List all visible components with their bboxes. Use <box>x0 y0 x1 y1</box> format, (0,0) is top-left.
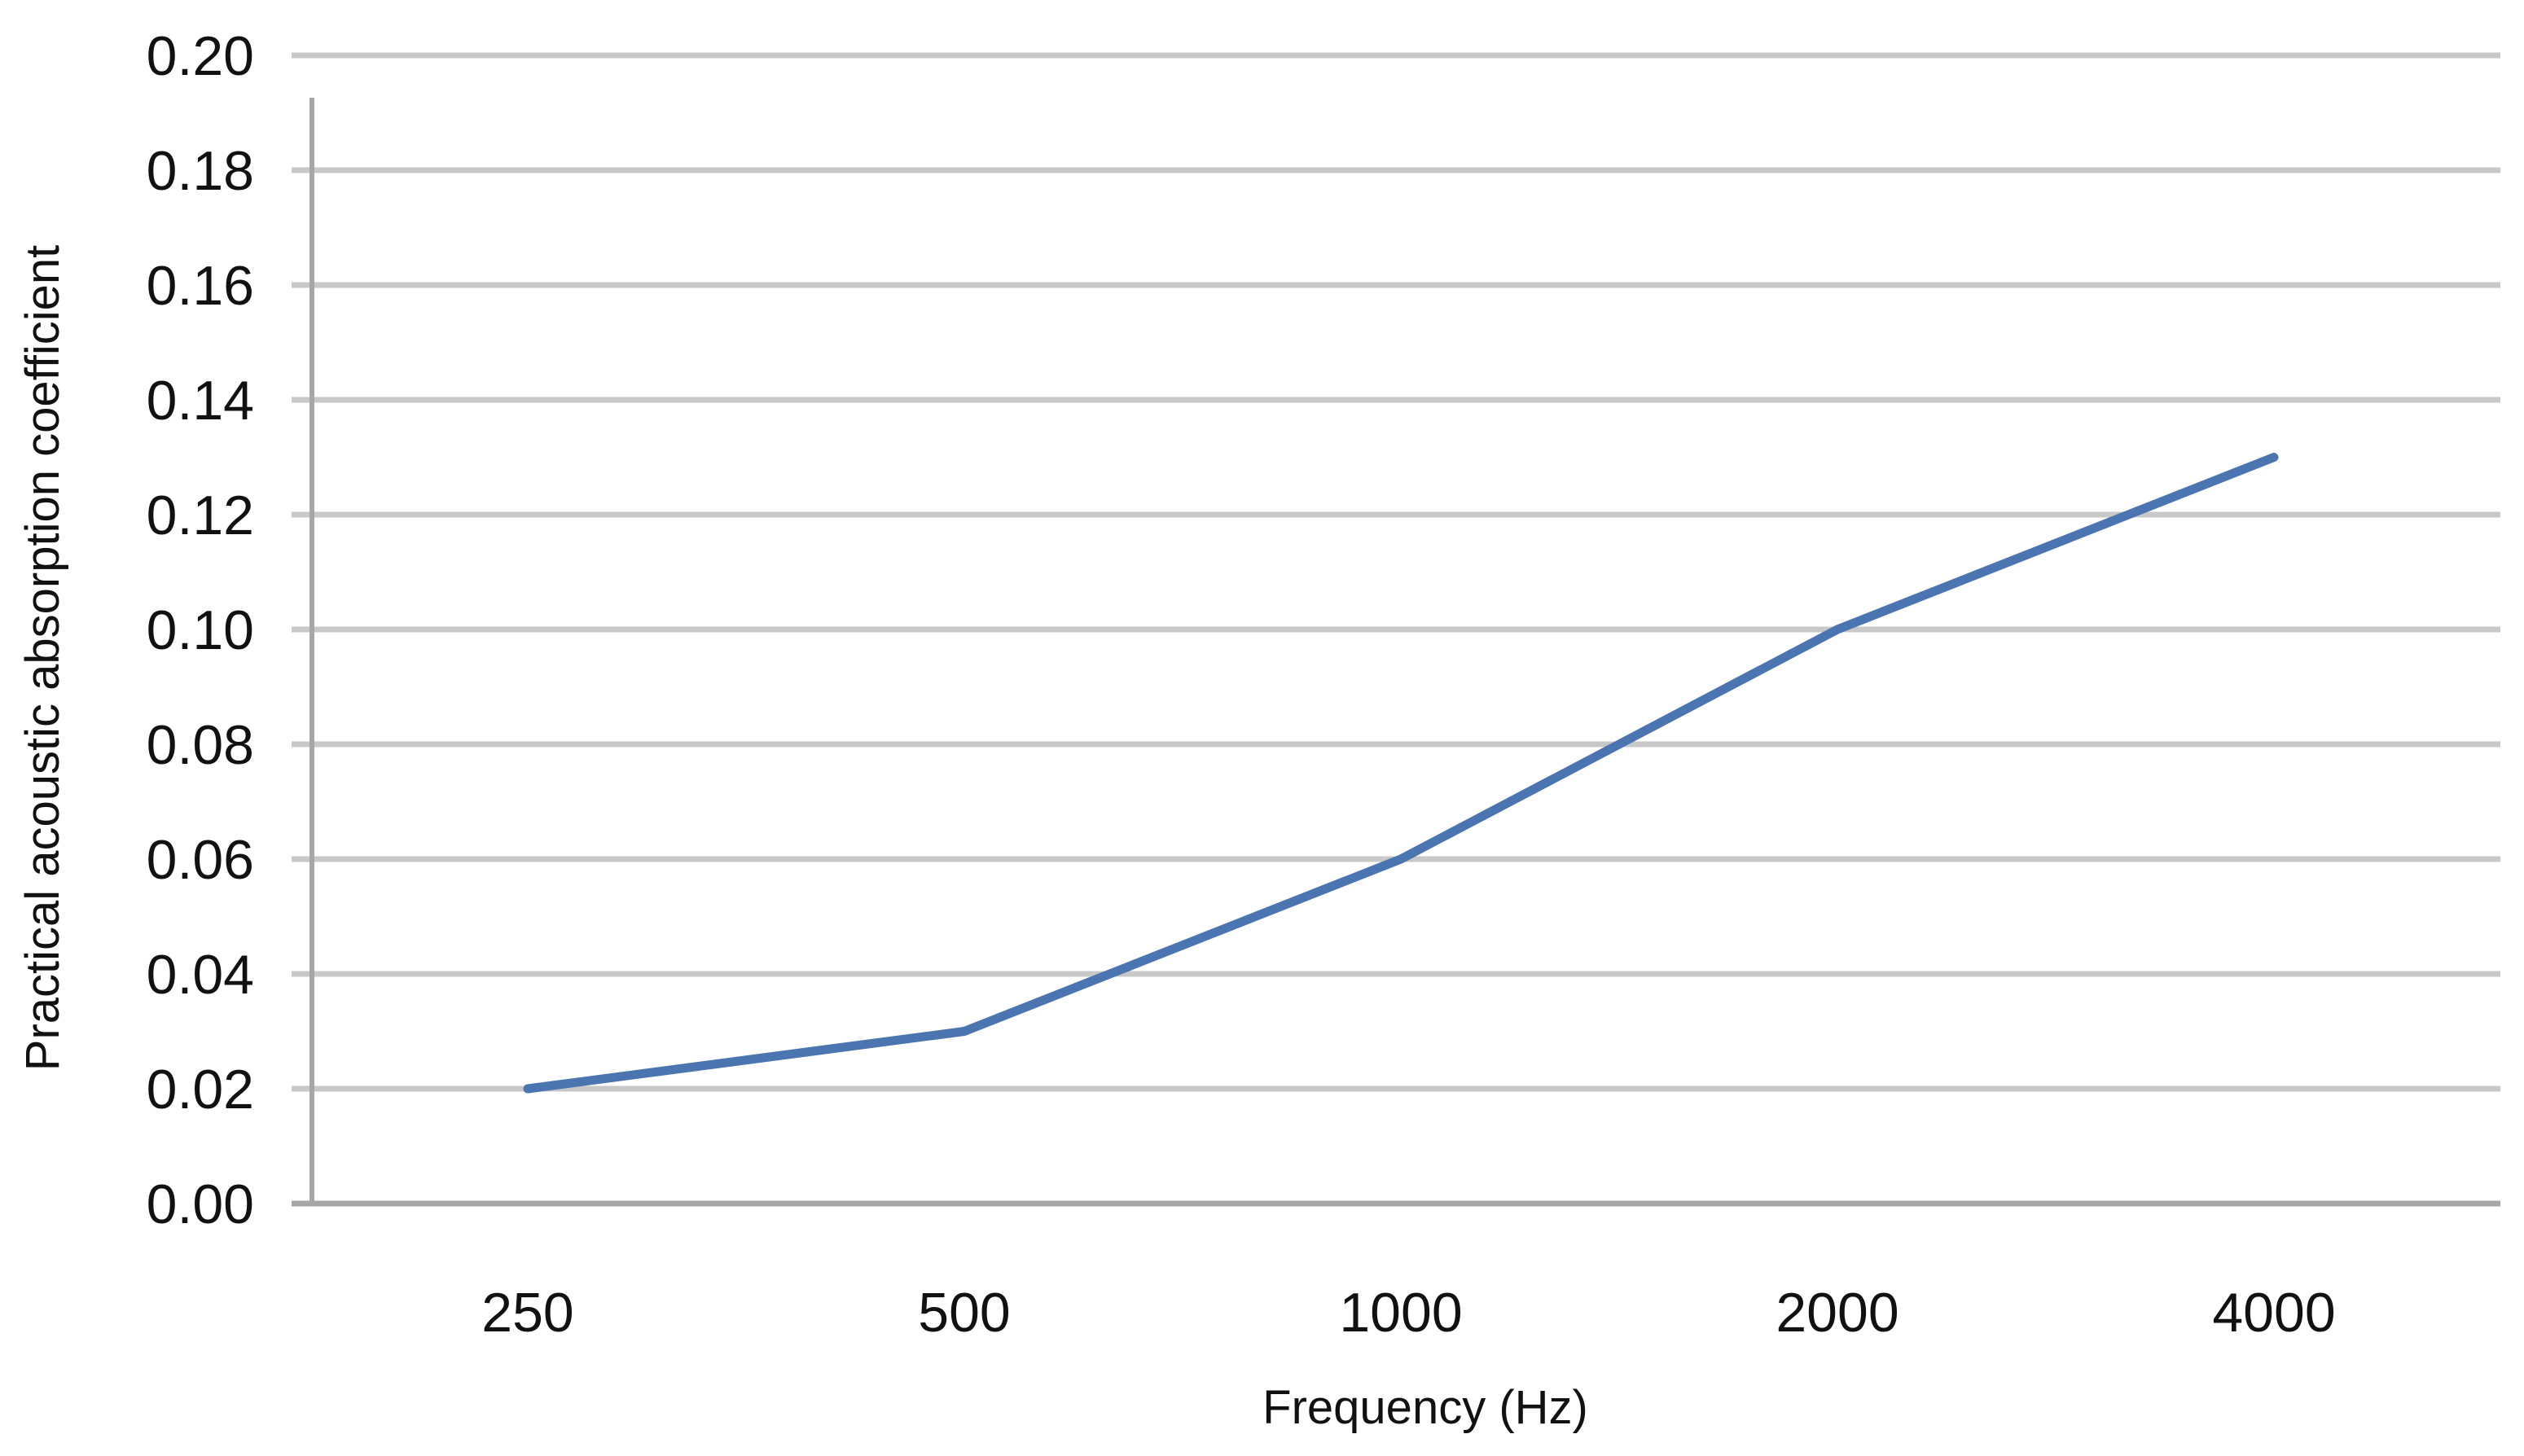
data-point <box>1397 855 1405 863</box>
x-tick-label: 500 <box>918 1282 1010 1344</box>
y-tick-labels: 0.00 0.02 0.04 0.06 0.08 0.10 0.12 0.14 0.16 0.18… <box>147 25 254 1235</box>
data-point <box>1833 625 1841 634</box>
series-group <box>523 453 2279 1094</box>
series-line <box>523 453 2279 1094</box>
axes <box>292 98 2500 1207</box>
y-tick-label: 0.04 <box>147 944 254 1006</box>
y-tick-label: 0.18 <box>147 140 254 202</box>
x-tick-labels: 250 500 1000 2000 4000 <box>481 1282 2335 1344</box>
y-tick-label: 0.14 <box>147 370 254 432</box>
y-tick-label: 0.16 <box>147 255 254 317</box>
x-tick-label: 1000 <box>1339 1282 1462 1344</box>
y-axis-label: Practical acoustic absorption coefficien… <box>16 245 69 1071</box>
data-point <box>960 1027 968 1036</box>
y-tick-label: 0.12 <box>147 485 254 546</box>
y-tick-label: 0.02 <box>147 1059 254 1121</box>
data-point <box>2270 453 2278 462</box>
x-tick-label: 4000 <box>2212 1282 2335 1344</box>
x-axis-label: Frequency (Hz) <box>1262 1381 1588 1434</box>
gridlines <box>292 52 2500 1092</box>
y-tick-label: 0.20 <box>147 25 254 87</box>
y-tick-label: 0.00 <box>147 1173 254 1235</box>
y-tick-label: 0.08 <box>147 714 254 776</box>
x-tick-label: 2000 <box>1776 1282 1898 1344</box>
x-tick-label: 250 <box>481 1282 573 1344</box>
y-tick-label: 0.06 <box>147 829 254 891</box>
data-point <box>524 1085 532 1093</box>
y-tick-label: 0.10 <box>147 599 254 661</box>
